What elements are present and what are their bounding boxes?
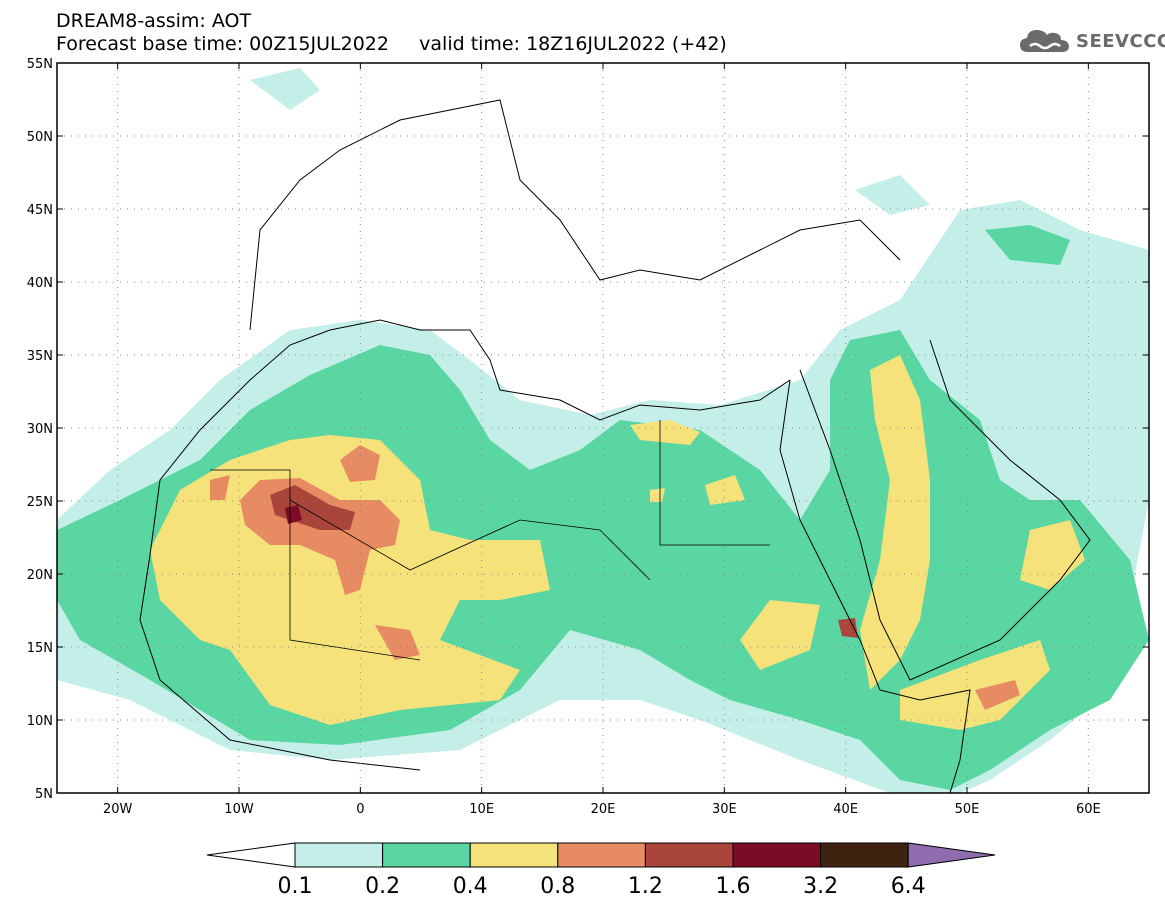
lat-axis: 55N 50N 45N 40N 35N 30N 25N 20N 15N 10N 5N <box>27 57 1149 802</box>
aot-level-0.4-libya <box>630 420 745 505</box>
lon-tick-label: 50E <box>955 802 980 817</box>
colorbar-label: 1.2 <box>628 874 663 899</box>
aot-level-0.8-b <box>210 445 1020 710</box>
aot-level-0.2-caspian <box>985 225 1070 265</box>
colorbar-segment <box>820 842 909 868</box>
colorbar-label: 3.2 <box>803 874 838 899</box>
lon-tick-label: 40E <box>833 802 858 817</box>
colorbar-segment <box>644 842 734 868</box>
lat-tick-label: 45N <box>27 203 53 218</box>
seevccc-logo: SEEVCCC <box>1018 24 1165 58</box>
lon-tick-label: 60E <box>1076 802 1101 817</box>
aot-level-0.4-oman <box>1020 520 1085 590</box>
lat-tick-label: 20N <box>27 568 53 583</box>
lat-tick-label: 40N <box>27 276 53 291</box>
cloud-logo-icon <box>1020 30 1069 52</box>
lon-tick-label: 20W <box>103 802 133 817</box>
title-model: DREAM8-assim: AOT <box>56 10 252 32</box>
colorbar-label: 1.6 <box>716 874 751 899</box>
lat-tick-label: 30N <box>27 422 53 437</box>
colorbar-segment <box>382 842 471 868</box>
lat-tick-label: 55N <box>27 57 53 72</box>
coast-red-sea <box>779 379 971 793</box>
lon-tick-label: 10E <box>469 802 494 817</box>
aot-level-0.4-arabia <box>860 355 930 690</box>
colorbar-low-arrow <box>206 842 296 868</box>
gridlines <box>57 63 1149 793</box>
colorbar-high-arrow <box>907 842 996 868</box>
colorbar-label: 0.2 <box>365 874 400 899</box>
lat-tick-label: 5N <box>35 787 53 802</box>
coast-africa-west <box>139 554 421 771</box>
coast-arabia <box>799 339 1091 681</box>
lat-tick-label: 35N <box>27 349 53 364</box>
lon-tick-label: 20E <box>591 802 616 817</box>
logo-text: SEEVCCC <box>1076 30 1165 52</box>
colorbar-label: 0.8 <box>540 874 575 899</box>
colorbar-label: 0.1 <box>278 874 313 899</box>
coast-europe <box>249 99 901 331</box>
colorbar-segment <box>469 842 559 868</box>
colorbar-segment <box>557 842 646 868</box>
lon-axis: 20W 10W 0 10E 20E 30E 40E 50E 60E <box>103 63 1101 817</box>
colorbar-label: 6.4 <box>891 874 926 899</box>
title-times: Forecast base time: 00Z15JUL2022 valid t… <box>56 33 727 55</box>
lat-tick-label: 10N <box>27 714 53 729</box>
colorbar-segment <box>294 842 384 868</box>
lat-tick-label: 50N <box>27 130 53 145</box>
lon-tick-label: 0 <box>356 802 364 817</box>
aot-level-0.4-horn <box>740 600 1050 730</box>
lat-tick-label: 15N <box>27 641 53 656</box>
lon-tick-label: 10W <box>224 802 254 817</box>
colorbar-label: 0.4 <box>453 874 488 899</box>
coastlines <box>139 99 1091 793</box>
coast-africa-north <box>149 319 791 556</box>
aot-level-1.6 <box>285 505 302 524</box>
lat-tick-label: 25N <box>27 495 53 510</box>
lon-tick-label: 30E <box>712 802 737 817</box>
colorbar-segment <box>732 842 822 868</box>
border-sahara <box>210 420 770 661</box>
